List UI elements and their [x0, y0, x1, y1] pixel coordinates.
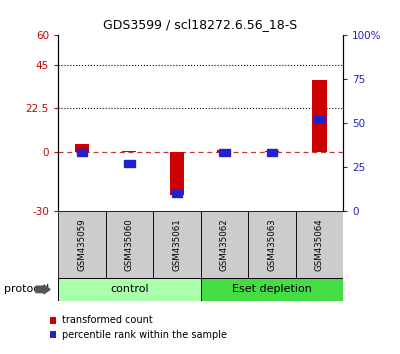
Bar: [76, 149, 87, 156]
Text: GSM435064: GSM435064: [315, 218, 324, 271]
Text: percentile rank within the sample: percentile rank within the sample: [62, 330, 227, 339]
Text: Eset depletion: Eset depletion: [232, 284, 312, 295]
Bar: [267, 149, 277, 156]
Text: control: control: [110, 284, 149, 295]
Bar: [265, 151, 279, 152]
Bar: [124, 160, 134, 167]
Text: GSM435059: GSM435059: [77, 218, 86, 270]
Bar: [170, 152, 184, 195]
Bar: [106, 211, 153, 278]
Bar: [217, 150, 232, 152]
Bar: [314, 116, 325, 123]
Bar: [200, 278, 343, 301]
Text: GSM435061: GSM435061: [172, 218, 181, 271]
Bar: [58, 278, 200, 301]
Bar: [153, 211, 200, 278]
Bar: [219, 149, 230, 156]
Text: protocol: protocol: [4, 284, 49, 295]
Title: GDS3599 / scl18272.6.56_18-S: GDS3599 / scl18272.6.56_18-S: [104, 18, 298, 32]
Bar: [312, 80, 326, 152]
Bar: [122, 151, 136, 152]
Text: GSM435062: GSM435062: [220, 218, 229, 271]
Text: GSM435060: GSM435060: [125, 218, 134, 271]
Bar: [200, 211, 248, 278]
Bar: [296, 211, 343, 278]
Bar: [75, 144, 89, 152]
Bar: [172, 190, 182, 196]
Bar: [58, 211, 106, 278]
Text: GSM435063: GSM435063: [267, 218, 276, 271]
Text: transformed count: transformed count: [62, 315, 153, 325]
Bar: [248, 211, 296, 278]
